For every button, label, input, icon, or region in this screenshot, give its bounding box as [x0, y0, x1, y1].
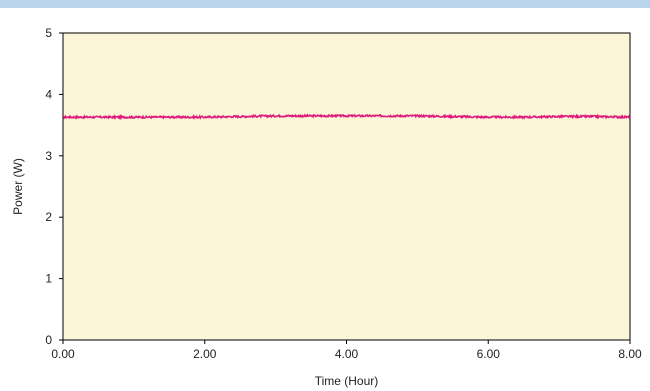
- x-tick-label: 4.00: [335, 347, 359, 361]
- y-tick-label: 1: [45, 272, 52, 286]
- x-tick-label: 0.00: [51, 347, 75, 361]
- y-tick-label: 2: [45, 210, 52, 224]
- series-line: [62, 113, 631, 121]
- x-tick-label: 2.00: [193, 347, 217, 361]
- top-band: [0, 0, 650, 8]
- plot-area: [62, 32, 631, 341]
- y-tick-label: 0: [45, 333, 52, 347]
- y-axis-title: Power (W): [11, 158, 25, 215]
- y-tick-label: 3: [45, 149, 52, 163]
- tick-layer: 0 1 2 3 4 5 0.00 2.00 4.00 6.00 8.00: [45, 26, 642, 361]
- y-tick-label: 5: [45, 26, 52, 40]
- series-layer: [62, 113, 631, 121]
- y-tick-label: 4: [45, 87, 52, 101]
- x-tick-label: 6.00: [477, 347, 501, 361]
- x-axis-title: Time (Hour): [315, 374, 379, 388]
- x-tick-label: 8.00: [618, 347, 642, 361]
